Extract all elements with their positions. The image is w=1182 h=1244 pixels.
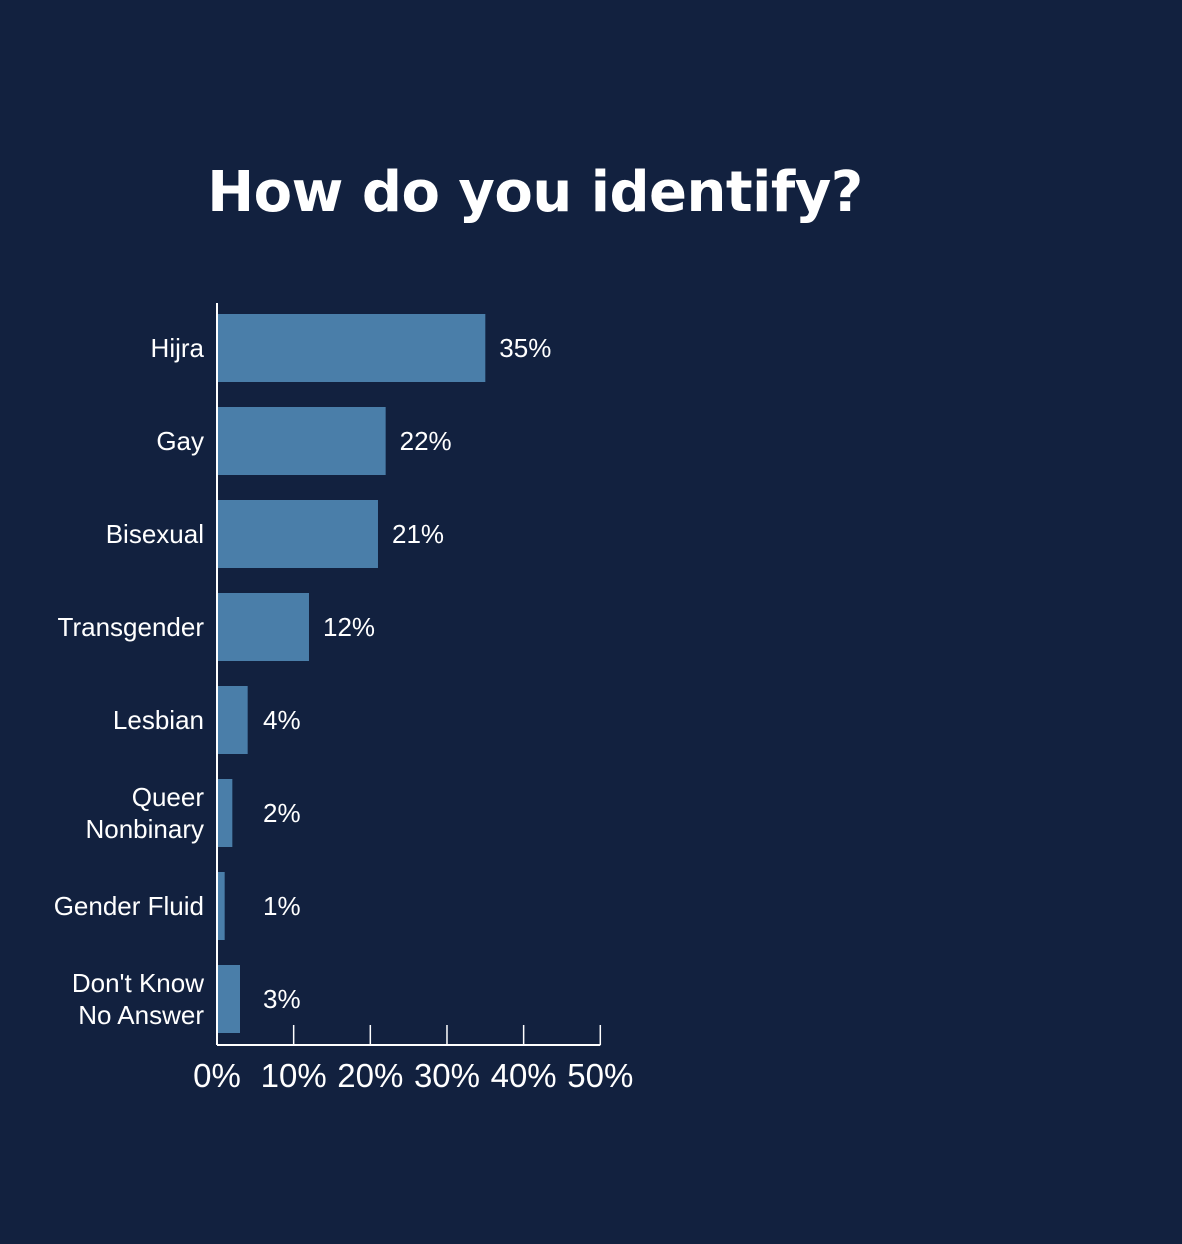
category-label-7-0: Don't Know bbox=[72, 968, 204, 998]
bar-4 bbox=[217, 686, 248, 754]
category-label-3: Transgender bbox=[58, 612, 205, 642]
bar-6 bbox=[217, 872, 225, 940]
category-label-5-0: Queer bbox=[132, 782, 205, 812]
x-tick-label-5: 50% bbox=[567, 1057, 633, 1094]
category-label-7-1: No Answer bbox=[78, 1000, 204, 1030]
x-tick-label-2: 20% bbox=[337, 1057, 403, 1094]
category-label-4: Lesbian bbox=[113, 705, 204, 735]
value-label-6: 1% bbox=[263, 891, 301, 921]
bar-0 bbox=[217, 314, 486, 382]
category-label-0: Hijra bbox=[151, 333, 205, 363]
bar-3 bbox=[217, 593, 309, 661]
value-label-3: 12% bbox=[323, 612, 375, 642]
x-tick-label-3: 30% bbox=[414, 1057, 480, 1094]
bar-7 bbox=[217, 965, 240, 1033]
chart-title: How do you identify? bbox=[207, 160, 863, 225]
category-label-5-1: Nonbinary bbox=[85, 814, 204, 844]
bar-1 bbox=[217, 407, 386, 475]
value-label-7: 3% bbox=[263, 984, 301, 1014]
category-label-1: Gay bbox=[156, 426, 204, 456]
value-label-2: 21% bbox=[392, 519, 444, 549]
value-label-1: 22% bbox=[400, 426, 452, 456]
x-tick-label-1: 10% bbox=[261, 1057, 327, 1094]
bar-5 bbox=[217, 779, 233, 847]
category-label-2: Bisexual bbox=[106, 519, 204, 549]
x-tick-label-4: 40% bbox=[491, 1057, 557, 1094]
value-label-5: 2% bbox=[263, 798, 301, 828]
value-label-0: 35% bbox=[499, 333, 551, 363]
category-label-6: Gender Fluid bbox=[54, 891, 204, 921]
x-tick-label-0: 0% bbox=[193, 1057, 241, 1094]
bar-2 bbox=[217, 500, 378, 568]
value-label-4: 4% bbox=[263, 705, 301, 735]
